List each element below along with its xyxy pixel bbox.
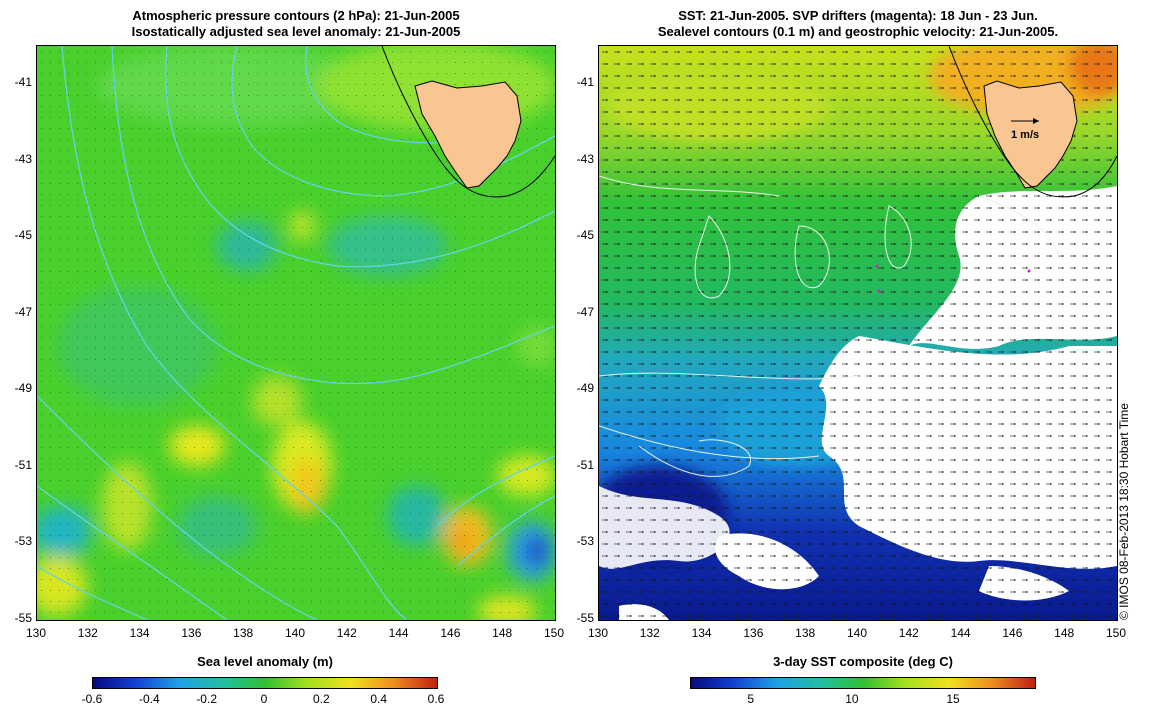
sea-level-contours	[599, 175, 1060, 477]
latitude-tick-label: -45	[14, 228, 32, 243]
longitude-tick-label: 150	[543, 626, 565, 640]
svp-drifters	[875, 264, 1031, 293]
right-colorbar-label: 3-day SST composite (deg C)	[773, 654, 953, 669]
longitude-tick-label: 146	[1002, 626, 1023, 640]
right-map-title-line2: Sealevel contours (0.1 m) and geostrophi…	[657, 24, 1059, 39]
left-map-title: Atmospheric pressure contours (2 hPa): 2…	[36, 8, 556, 40]
colorbar-tick-label: 15	[946, 692, 960, 706]
velocity-scale: 1 m/s	[1011, 118, 1039, 141]
longitude-tick-label: 134	[129, 626, 150, 640]
pressure-contours	[37, 46, 555, 620]
left-colorbar	[92, 677, 438, 689]
tasmania-land	[414, 80, 522, 189]
longitude-tick-label: 142	[898, 626, 919, 640]
latitude-tick-label: -51	[576, 457, 594, 472]
latitude-tick-label: -43	[576, 151, 594, 166]
longitude-tick-label: 148	[1054, 626, 1075, 640]
left-map-title-line2: Isostatically adjusted sea level anomaly…	[131, 24, 461, 39]
latitude-tick-label: -51	[14, 457, 32, 472]
colorbar-tick-label: 10	[845, 692, 859, 706]
longitude-tick-label: 134	[691, 626, 712, 640]
latitude-tick-label: -43	[14, 151, 32, 166]
credit-text: © IMOS 08-Feb-2013 18:30 Hobart Time	[1117, 403, 1131, 620]
longitude-tick-label: 130	[587, 626, 609, 640]
longitude-tick-label: 140	[846, 626, 868, 640]
colorbar-tick-label: -0.4	[138, 692, 160, 706]
left-colorbar-label: Sea level anomaly (m)	[197, 654, 333, 669]
latitude-tick-label: -45	[576, 228, 594, 243]
left-map-title-line1: Atmospheric pressure contours (2 hPa): 2…	[132, 8, 460, 23]
velocity-scale-label: 1 m/s	[1011, 129, 1039, 141]
latitude-tick-label: -47	[576, 304, 594, 319]
longitude-tick-label: 138	[795, 626, 816, 640]
sea-level-anomaly-map-graphic	[37, 46, 555, 620]
longitude-tick-label: 136	[181, 626, 202, 640]
colorbar-tick-label: 0.6	[427, 692, 445, 706]
longitude-tick-label: 146	[440, 626, 461, 640]
colorbar-tick-label: 0.2	[312, 692, 330, 706]
longitude-tick-label: 144	[950, 626, 971, 640]
tasmania-land	[983, 80, 1078, 189]
latitude-tick-label: -53	[576, 534, 594, 549]
sst-map-graphic: 1 m/s	[599, 46, 1117, 620]
longitude-tick-label: 132	[77, 626, 98, 640]
latitude-tick-label: -41	[576, 75, 594, 90]
bathymetry-contour	[381, 46, 555, 198]
right-map-title-line1: SST: 21-Jun-2005. SVP drifters (magenta)…	[678, 8, 1038, 23]
longitude-tick-label: 142	[336, 626, 357, 640]
right-map-title: SST: 21-Jun-2005. SVP drifters (magenta)…	[598, 8, 1118, 40]
colorbar-tick-label: 5	[747, 692, 755, 706]
longitude-tick-label: 140	[284, 626, 306, 640]
latitude-tick-label: -47	[14, 304, 32, 319]
bathymetry-contour	[948, 46, 1117, 198]
latitude-tick-label: -55	[14, 611, 32, 625]
colorbar-tick-label: 0	[260, 692, 268, 706]
latitude-tick-label: -53	[14, 534, 32, 549]
colorbar-tick-label: -0.6	[81, 692, 103, 706]
colorbar-tick-label: -0.2	[196, 692, 217, 706]
longitude-tick-label: 148	[492, 626, 513, 640]
latitude-tick-label: -49	[14, 381, 32, 396]
longitude-tick-label: 144	[388, 626, 409, 640]
latitude-tick-label: -55	[576, 611, 594, 625]
longitude-tick-label: 136	[743, 626, 764, 640]
sea-level-anomaly-map	[36, 45, 556, 621]
longitude-tick-label: 130	[25, 626, 47, 640]
longitude-tick-label: 132	[639, 626, 660, 640]
latitude-tick-label: -49	[576, 381, 594, 396]
longitude-tick-label: 138	[233, 626, 254, 640]
longitude-tick-label: 150	[1105, 626, 1127, 640]
latitude-tick-label: -41	[14, 75, 32, 90]
right-colorbar	[690, 677, 1036, 689]
sst-map: 1 m/s	[598, 45, 1118, 621]
colorbar-tick-label: 0.4	[370, 692, 387, 706]
